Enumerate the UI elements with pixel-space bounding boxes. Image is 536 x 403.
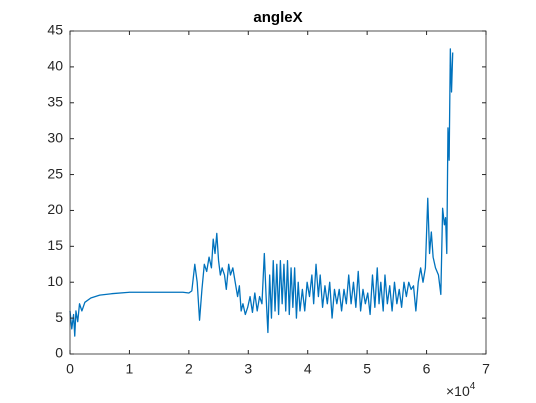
x-tick-label: 3 xyxy=(244,361,252,377)
x-tick-label: 4 xyxy=(304,361,312,377)
y-tick-label: 10 xyxy=(47,273,63,289)
data-line xyxy=(69,48,454,337)
y-tick-label: 40 xyxy=(47,58,63,74)
exponent-base: ×10 xyxy=(446,383,470,399)
x-tick-label: 7 xyxy=(482,361,490,377)
x-tick-label: 1 xyxy=(126,361,134,377)
exponent-power: 4 xyxy=(470,381,476,392)
y-tick-label: 15 xyxy=(47,237,63,253)
y-tick-label: 5 xyxy=(55,309,63,325)
x-tick-label: 6 xyxy=(423,361,431,377)
y-tick-label: 0 xyxy=(55,345,63,361)
y-tick-label: 20 xyxy=(47,201,63,217)
x-tick-label: 0 xyxy=(66,361,74,377)
x-exponent: ×104 xyxy=(446,381,476,399)
y-tick-label: 45 xyxy=(47,22,63,38)
y-tick-label: 25 xyxy=(47,165,63,181)
x-tick-label: 2 xyxy=(185,361,193,377)
x-tick-label: 5 xyxy=(363,361,371,377)
axes-box xyxy=(69,30,487,355)
y-tick-label: 30 xyxy=(47,129,63,145)
y-tick-label: 35 xyxy=(47,93,63,109)
chart-title: angleX xyxy=(253,9,302,26)
